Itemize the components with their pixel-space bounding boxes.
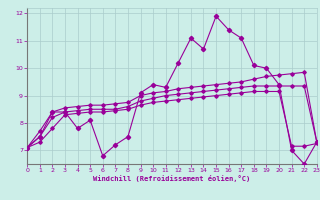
- X-axis label: Windchill (Refroidissement éolien,°C): Windchill (Refroidissement éolien,°C): [93, 175, 251, 182]
